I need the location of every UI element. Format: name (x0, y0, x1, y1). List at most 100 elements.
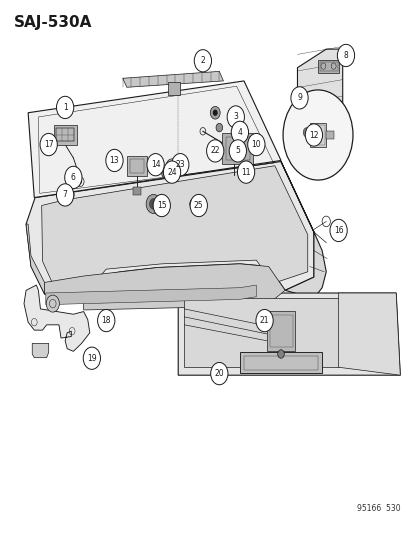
Text: 3: 3 (233, 112, 237, 122)
Circle shape (210, 107, 220, 119)
Circle shape (189, 199, 197, 209)
Circle shape (153, 195, 170, 216)
Text: 16: 16 (333, 226, 342, 235)
Circle shape (192, 202, 195, 206)
Circle shape (64, 166, 82, 189)
Bar (266, 311, 295, 351)
Circle shape (106, 149, 123, 172)
Bar (317, 60, 339, 73)
Polygon shape (42, 166, 307, 288)
Circle shape (233, 141, 241, 152)
Circle shape (247, 133, 264, 156)
Text: 10: 10 (251, 140, 261, 149)
Text: 95166  530: 95166 530 (356, 504, 399, 513)
Text: 11: 11 (241, 167, 250, 176)
Text: 2: 2 (200, 56, 205, 65)
Circle shape (304, 124, 322, 146)
Circle shape (329, 219, 347, 241)
Circle shape (277, 350, 284, 358)
Circle shape (302, 127, 310, 137)
Polygon shape (28, 81, 280, 198)
Polygon shape (24, 285, 90, 351)
Circle shape (231, 121, 248, 143)
Text: SAJ-530A: SAJ-530A (14, 14, 92, 30)
Circle shape (237, 161, 254, 183)
Circle shape (56, 96, 74, 118)
Circle shape (163, 161, 180, 183)
Bar (168, 82, 180, 95)
Text: 25: 25 (194, 201, 203, 210)
Bar (133, 187, 141, 195)
Circle shape (282, 90, 352, 180)
Text: 8: 8 (343, 51, 347, 60)
Bar (54, 125, 76, 144)
Circle shape (194, 50, 211, 72)
Bar (225, 136, 249, 160)
Circle shape (227, 106, 244, 128)
Text: 7: 7 (62, 190, 67, 199)
Text: 17: 17 (44, 140, 53, 149)
Circle shape (149, 199, 157, 209)
Polygon shape (178, 293, 399, 375)
Circle shape (146, 195, 161, 214)
Circle shape (255, 310, 273, 332)
Circle shape (207, 144, 214, 153)
Circle shape (229, 140, 246, 162)
Bar (243, 356, 317, 370)
Circle shape (210, 362, 228, 385)
Circle shape (46, 295, 59, 312)
Text: 19: 19 (87, 354, 97, 363)
Polygon shape (26, 161, 313, 294)
Text: 18: 18 (101, 316, 111, 325)
Circle shape (164, 172, 166, 175)
Polygon shape (32, 343, 49, 358)
Circle shape (166, 159, 178, 175)
Circle shape (169, 163, 175, 171)
Bar (309, 123, 325, 147)
Circle shape (161, 169, 168, 178)
Polygon shape (45, 264, 285, 310)
Text: 23: 23 (175, 160, 185, 169)
Text: 5: 5 (235, 147, 240, 156)
Text: 1: 1 (63, 103, 67, 112)
Text: 6: 6 (71, 173, 76, 182)
Circle shape (97, 310, 115, 332)
Polygon shape (280, 161, 325, 298)
Circle shape (301, 94, 307, 102)
Circle shape (83, 347, 100, 369)
Polygon shape (122, 71, 223, 87)
Text: 13: 13 (109, 156, 119, 165)
Circle shape (171, 154, 188, 176)
Circle shape (206, 140, 223, 162)
Polygon shape (26, 224, 45, 294)
Bar (310, 125, 324, 144)
Text: 20: 20 (214, 369, 223, 378)
Bar (126, 156, 147, 176)
Circle shape (290, 87, 307, 109)
Text: 14: 14 (150, 160, 160, 169)
Bar (56, 128, 74, 141)
Circle shape (216, 123, 222, 132)
Circle shape (190, 195, 207, 216)
Circle shape (40, 133, 57, 156)
Polygon shape (297, 49, 342, 128)
Bar (239, 352, 321, 373)
Bar (269, 316, 292, 347)
Polygon shape (184, 298, 338, 367)
Bar (129, 159, 144, 173)
Text: 12: 12 (309, 131, 318, 140)
Text: 24: 24 (167, 167, 176, 176)
Bar (325, 131, 333, 139)
Circle shape (56, 184, 74, 206)
Circle shape (337, 44, 354, 67)
Circle shape (147, 154, 164, 176)
Text: 4: 4 (237, 128, 242, 137)
Polygon shape (46, 285, 256, 305)
Circle shape (212, 110, 217, 116)
Text: 21: 21 (259, 316, 269, 325)
Text: 22: 22 (210, 147, 219, 156)
Circle shape (78, 180, 82, 184)
Text: 9: 9 (297, 93, 301, 102)
Polygon shape (338, 293, 399, 375)
Bar (319, 62, 337, 71)
